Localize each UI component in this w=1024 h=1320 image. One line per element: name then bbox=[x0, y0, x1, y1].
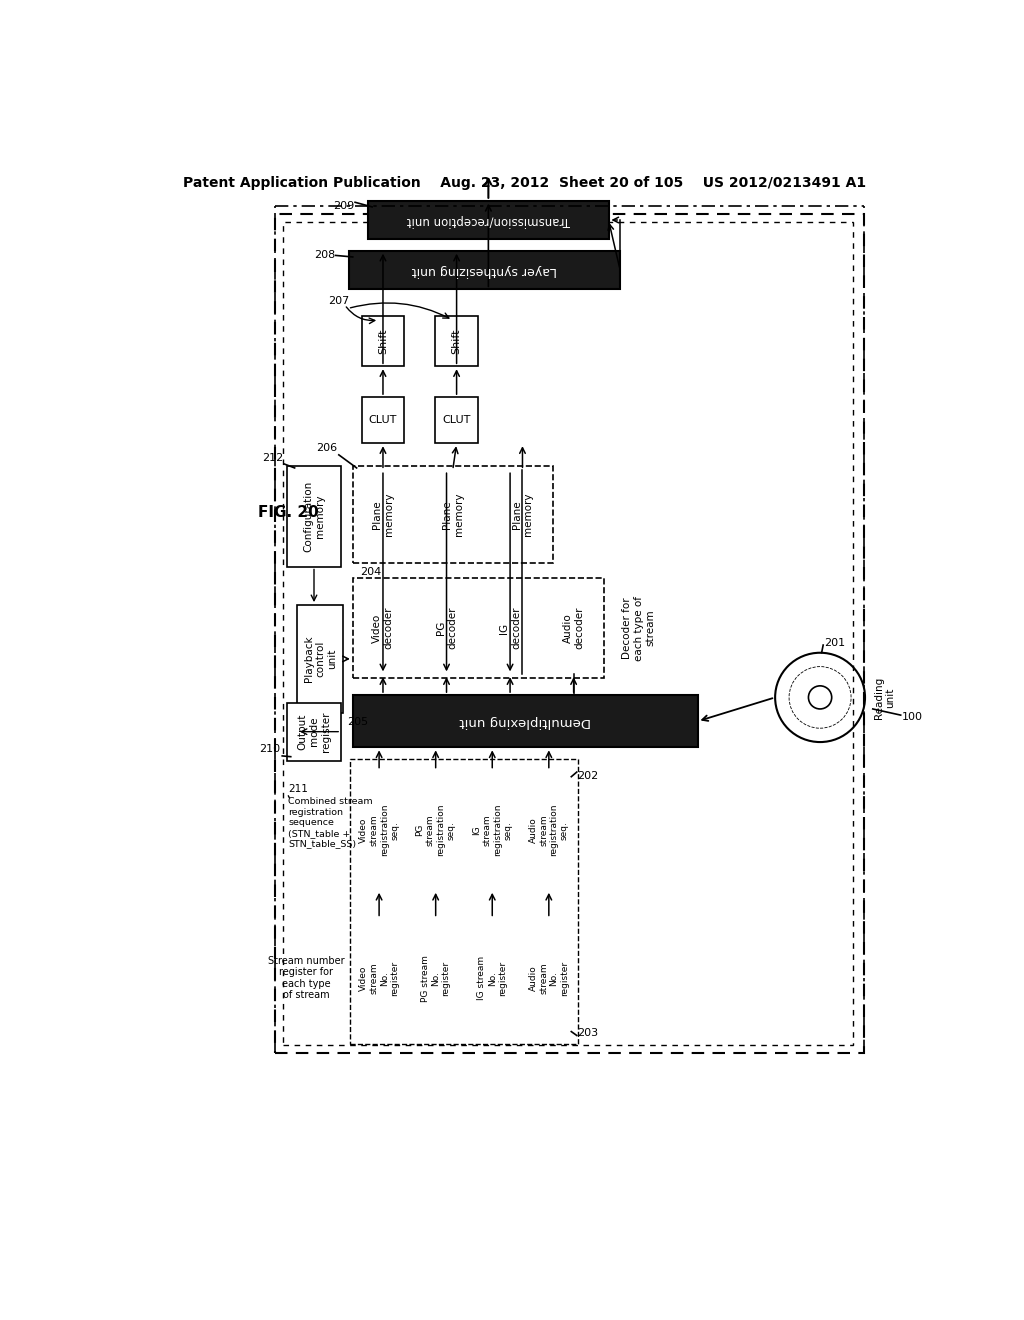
Text: IG
stream
registration
seq.: IG stream registration seq. bbox=[472, 804, 512, 857]
Bar bbox=[435, 397, 478, 444]
Text: Plane
memory: Plane memory bbox=[442, 492, 464, 536]
Text: Audio
decoder: Audio decoder bbox=[563, 607, 585, 649]
Text: 100: 100 bbox=[902, 711, 924, 722]
Text: PG stream
No.
register: PG stream No. register bbox=[421, 954, 451, 1002]
Bar bbox=[369, 201, 608, 239]
Bar bbox=[352, 696, 697, 747]
Bar bbox=[361, 397, 404, 444]
Bar bbox=[356, 582, 410, 675]
Bar bbox=[526, 771, 571, 890]
Bar bbox=[470, 771, 515, 890]
Text: Decoder for
each type of
stream: Decoder for each type of stream bbox=[623, 595, 655, 660]
Bar bbox=[414, 771, 458, 890]
Bar bbox=[275, 214, 864, 1053]
Text: Patent Application Publication    Aug. 23, 2012  Sheet 20 of 105    US 2012/0213: Patent Application Publication Aug. 23, … bbox=[183, 176, 866, 190]
Bar bbox=[483, 582, 537, 675]
Text: 211: 211 bbox=[289, 784, 308, 793]
Text: CLUT: CLUT bbox=[442, 416, 471, 425]
Bar bbox=[349, 251, 621, 289]
Text: Shift: Shift bbox=[378, 329, 388, 354]
Text: Combined stream
registration
sequence
(STN_table +
STN_table_SS): Combined stream registration sequence (S… bbox=[289, 797, 373, 849]
Text: Transmission/reception unit: Transmission/reception unit bbox=[407, 214, 570, 227]
Text: Shift: Shift bbox=[452, 329, 462, 354]
Text: 203: 203 bbox=[578, 1028, 599, 1038]
Bar bbox=[420, 582, 473, 675]
Bar bbox=[356, 470, 410, 558]
Text: Output
mode
register: Output mode register bbox=[297, 711, 331, 752]
Bar bbox=[426, 470, 479, 558]
Bar bbox=[496, 470, 549, 558]
Text: PG
stream
registration
seq.: PG stream registration seq. bbox=[416, 804, 456, 857]
Bar bbox=[352, 466, 553, 562]
Bar bbox=[356, 919, 401, 1038]
Bar bbox=[350, 759, 578, 1044]
Bar bbox=[352, 915, 575, 1041]
Bar bbox=[361, 317, 404, 367]
Text: 208: 208 bbox=[313, 249, 335, 260]
Text: CLUT: CLUT bbox=[369, 416, 397, 425]
Text: Layer synthesizing unit: Layer synthesizing unit bbox=[412, 264, 557, 277]
Bar bbox=[283, 222, 853, 1045]
Text: 201: 201 bbox=[824, 639, 845, 648]
Bar bbox=[297, 605, 343, 713]
Text: Configuration
memory: Configuration memory bbox=[303, 480, 325, 552]
Bar bbox=[470, 919, 515, 1038]
Bar bbox=[414, 919, 458, 1038]
Bar bbox=[287, 466, 341, 566]
Bar bbox=[287, 702, 341, 760]
Text: 204: 204 bbox=[360, 566, 382, 577]
Bar bbox=[526, 919, 571, 1038]
Text: 205: 205 bbox=[347, 717, 369, 726]
Text: Video
decoder: Video decoder bbox=[372, 607, 394, 649]
Text: IG
decoder: IG decoder bbox=[500, 607, 521, 649]
Text: Reading
unit: Reading unit bbox=[873, 676, 895, 718]
Bar bbox=[352, 578, 604, 678]
Text: 212: 212 bbox=[262, 453, 283, 462]
Text: Plane
memory: Plane memory bbox=[372, 492, 394, 536]
Text: Video
stream
registration
seq.: Video stream registration seq. bbox=[359, 804, 399, 857]
Text: 209: 209 bbox=[333, 201, 354, 211]
Text: 207: 207 bbox=[328, 296, 349, 306]
Text: FIG. 20: FIG. 20 bbox=[258, 506, 318, 520]
Text: Video
stream
No.
register: Video stream No. register bbox=[359, 961, 399, 995]
Text: Audio
stream
No.
register: Audio stream No. register bbox=[528, 961, 569, 995]
Bar bbox=[547, 582, 600, 675]
Text: Demultiplexing unit: Demultiplexing unit bbox=[460, 714, 591, 727]
Text: 202: 202 bbox=[578, 771, 599, 780]
Bar bbox=[356, 771, 401, 890]
Text: IG stream
No.
register: IG stream No. register bbox=[477, 956, 507, 1001]
Bar bbox=[435, 317, 478, 367]
Text: PG
decoder: PG decoder bbox=[436, 607, 458, 649]
Text: 210: 210 bbox=[259, 744, 281, 755]
Text: 206: 206 bbox=[316, 442, 337, 453]
Text: Plane
memory: Plane memory bbox=[512, 492, 534, 536]
Text: Stream number
register for
each type
of stream: Stream number register for each type of … bbox=[268, 956, 344, 1001]
Bar bbox=[352, 767, 575, 894]
Text: Playback
control
unit: Playback control unit bbox=[303, 636, 337, 682]
Text: Audio
stream
registration
seq.: Audio stream registration seq. bbox=[528, 804, 569, 857]
